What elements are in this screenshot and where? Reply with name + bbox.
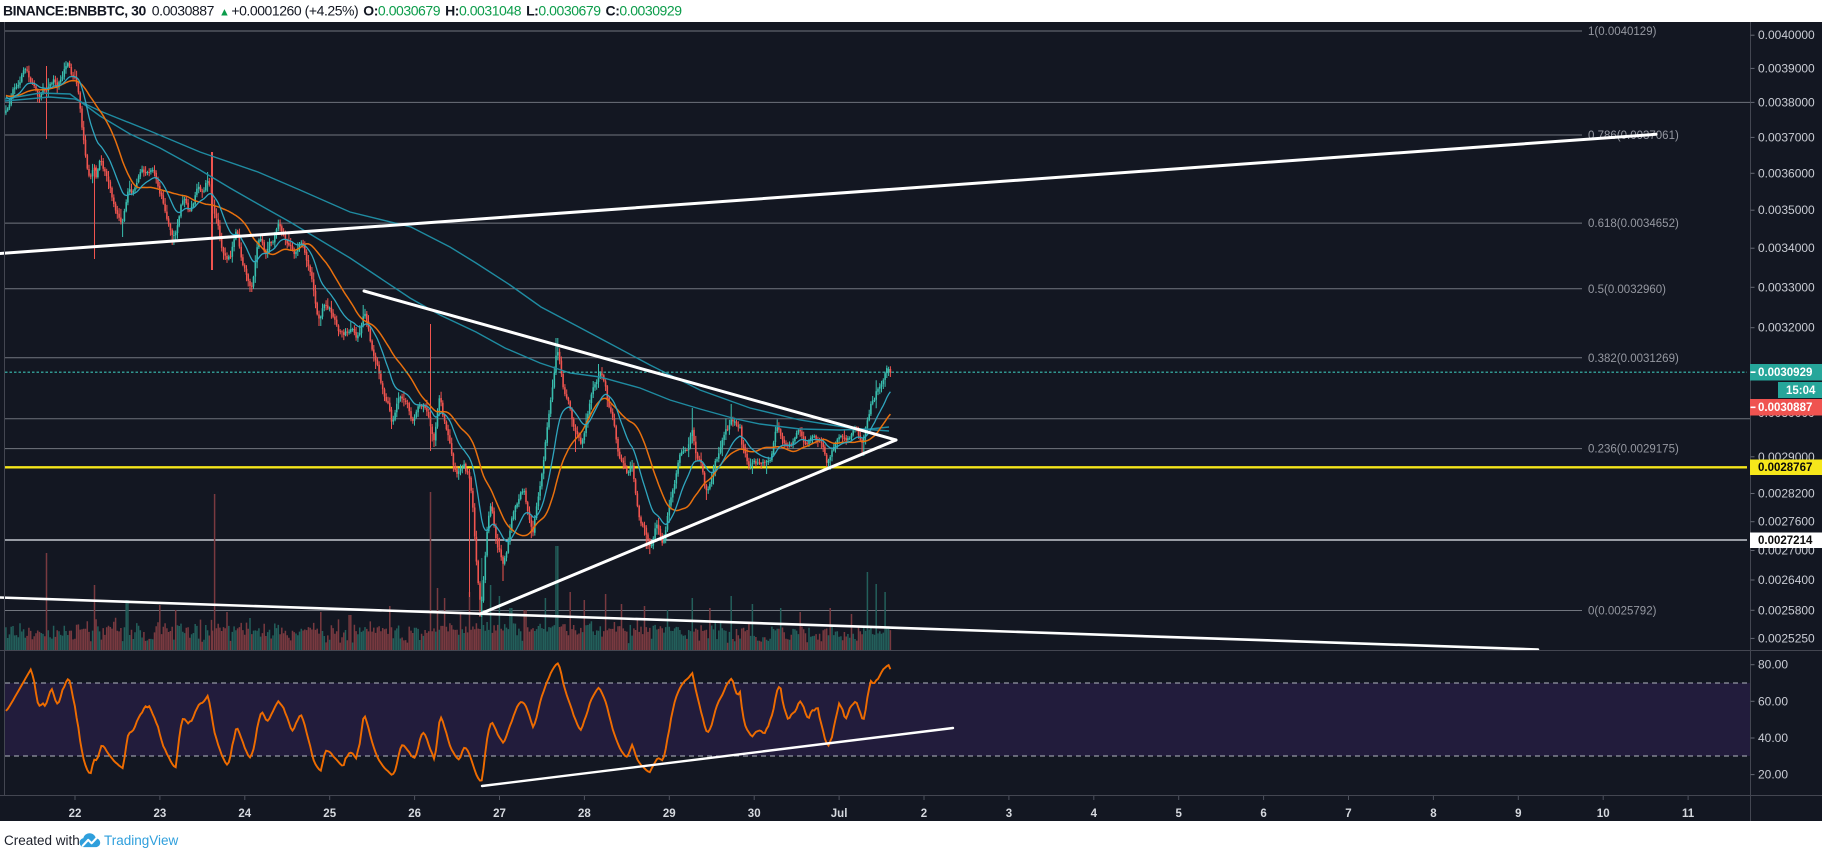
svg-text:Jul: Jul	[831, 808, 848, 820]
svg-text:0.0038000: 0.0038000	[1758, 95, 1815, 109]
svg-text:0.0032000: 0.0032000	[1758, 321, 1815, 335]
svg-text:27: 27	[493, 808, 506, 820]
svg-text:0.0028200: 0.0028200	[1758, 487, 1815, 501]
svg-text:0.0025800: 0.0025800	[1758, 603, 1815, 617]
svg-text:9: 9	[1515, 808, 1521, 820]
svg-text:60.00: 60.00	[1758, 694, 1788, 708]
svg-text:0.0027600: 0.0027600	[1758, 515, 1815, 529]
svg-text:0.0039000: 0.0039000	[1758, 61, 1815, 75]
svg-text:28: 28	[578, 808, 591, 820]
svg-text:0.0030887: 0.0030887	[1758, 402, 1812, 414]
svg-text:0.0034000: 0.0034000	[1758, 241, 1815, 255]
svg-text:0.5(0.0032960): 0.5(0.0032960)	[1588, 284, 1666, 296]
svg-text:3: 3	[1006, 808, 1012, 820]
svg-text:23: 23	[154, 808, 167, 820]
svg-text:6: 6	[1260, 808, 1266, 820]
svg-text:0.0036000: 0.0036000	[1758, 166, 1815, 180]
svg-text:0.0027214: 0.0027214	[1758, 535, 1813, 547]
svg-text:1(0.0040129): 1(0.0040129)	[1588, 26, 1657, 38]
svg-text:5: 5	[1175, 808, 1182, 820]
svg-text:22: 22	[69, 808, 82, 820]
svg-text:15:04: 15:04	[1786, 385, 1816, 397]
svg-text:0.0028767: 0.0028767	[1758, 462, 1812, 474]
svg-text:0.0040000: 0.0040000	[1758, 28, 1815, 42]
svg-text:8: 8	[1430, 808, 1437, 820]
svg-text:29: 29	[663, 808, 676, 820]
svg-text:0.0037000: 0.0037000	[1758, 130, 1815, 144]
svg-text:0.382(0.0031269): 0.382(0.0031269)	[1588, 353, 1679, 365]
svg-text:20.00: 20.00	[1758, 768, 1788, 782]
svg-text:0.618(0.0034652): 0.618(0.0034652)	[1588, 218, 1679, 230]
svg-text:10: 10	[1597, 808, 1610, 820]
svg-text:30: 30	[748, 808, 761, 820]
svg-text:Created with: Created with	[4, 833, 80, 848]
svg-text:BINANCE:BNBBTC, 300.0030887▲+0: BINANCE:BNBBTC, 30 0.0030887 ▲ +0.0001260 (…	[3, 3, 682, 19]
svg-text:0.236(0.0029175): 0.236(0.0029175)	[1588, 444, 1679, 456]
svg-text:0(0.0025792): 0(0.0025792)	[1588, 606, 1657, 618]
svg-text:7: 7	[1345, 808, 1351, 820]
svg-text:TradingView: TradingView	[104, 833, 179, 848]
svg-text:0.0035000: 0.0035000	[1758, 203, 1815, 217]
svg-text:40.00: 40.00	[1758, 731, 1788, 745]
svg-text:25: 25	[323, 808, 336, 820]
svg-text:0.0033000: 0.0033000	[1758, 280, 1815, 294]
svg-text:80.00: 80.00	[1758, 658, 1788, 672]
svg-text:24: 24	[238, 808, 251, 820]
svg-text:2: 2	[921, 808, 927, 820]
svg-text:0.0030929: 0.0030929	[1758, 367, 1812, 379]
svg-text:4: 4	[1091, 808, 1098, 820]
svg-text:26: 26	[408, 808, 421, 820]
svg-text:0.0025250: 0.0025250	[1758, 631, 1815, 645]
svg-text:0.0026400: 0.0026400	[1758, 573, 1815, 587]
svg-text:11: 11	[1682, 808, 1695, 820]
